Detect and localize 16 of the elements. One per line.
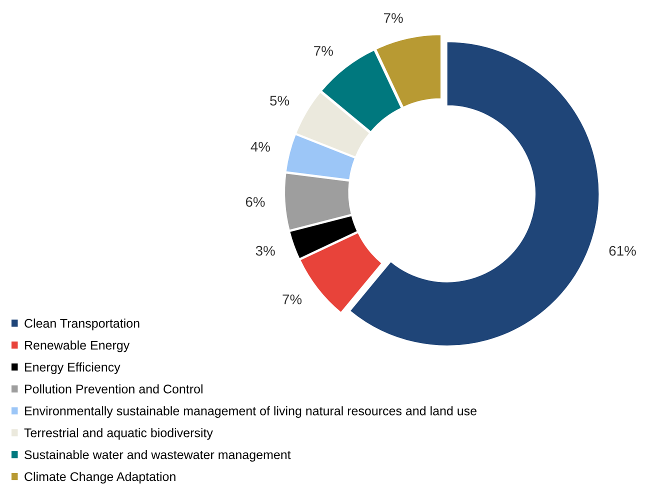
legend-label: Terrestrial and aquatic biodiversity (24, 428, 213, 440)
data-label: 6% (246, 197, 265, 207)
data-label: 5% (270, 96, 290, 106)
legend-label: Pollution Prevention and Control (25, 384, 202, 394)
data-label: 3% (256, 246, 275, 256)
legend-label: Clean Transportation (24, 318, 140, 330)
data-label: 61% (609, 246, 636, 256)
legend-label: Energy Efficiency (25, 362, 120, 374)
data-label: 7% (282, 294, 302, 304)
legend-label: Environmentally sustainable management of living natural resources and land use (25, 406, 476, 418)
legend-label: Climate Change Adaptation (24, 472, 176, 484)
data-label: 7% (314, 46, 333, 56)
legend-label: Renewable Energy (25, 340, 130, 352)
data-label: 4% (250, 142, 270, 152)
data-label: 7% (384, 13, 403, 23)
legend-label: Sustainable water and wastewater management (24, 450, 291, 462)
